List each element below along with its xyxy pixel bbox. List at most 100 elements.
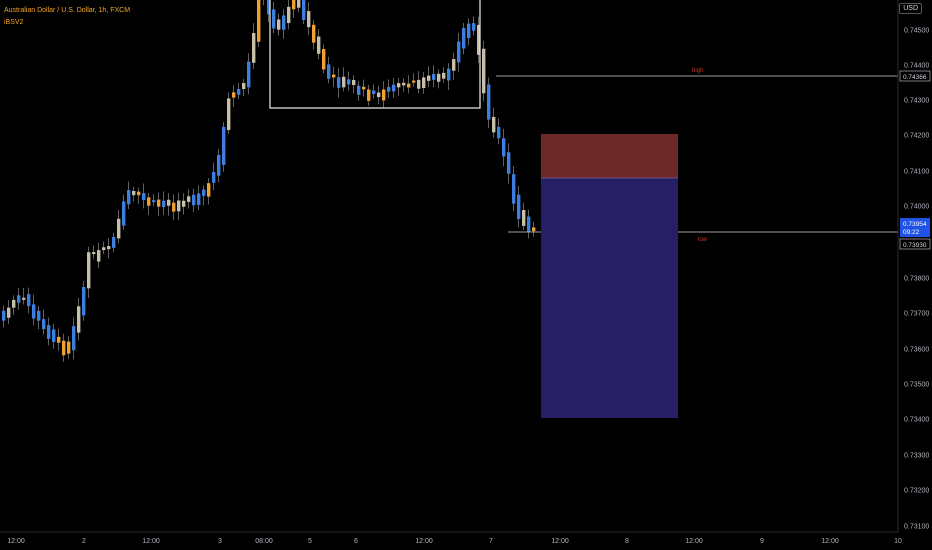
price-tick-label: 0.73200 <box>904 488 929 495</box>
candle-body <box>207 183 211 197</box>
time-tick-label: 12:00 <box>7 538 25 545</box>
candle-body <box>287 6 291 24</box>
candle-body <box>97 250 101 262</box>
current-price-tag: 0.73954 09:22 <box>900 218 930 237</box>
candle-body <box>492 116 496 133</box>
time-tick-label: 3 <box>218 538 222 545</box>
price-tick-label: 0.74400 <box>904 63 929 70</box>
candle-body <box>197 193 201 205</box>
price-axis[interactable]: 0.74500 0.74400 0.74300 0.74200 0.74100 0.740… <box>904 28 929 531</box>
time-axis[interactable]: 12:00 2 12:00 3 08:00 5 6 12:00 7 12:00 8 12:00 9 12:… <box>7 538 902 545</box>
candle-body <box>202 189 206 196</box>
candle-body <box>432 74 436 80</box>
candle-body <box>157 199 161 207</box>
candle-body <box>452 59 456 71</box>
price-tick-label: 0.74200 <box>904 133 929 140</box>
time-tick-label: 12:00 <box>821 538 839 545</box>
low-price-tag-text: 0.73930 <box>903 242 927 249</box>
candle-body <box>217 155 221 176</box>
candle-body <box>322 49 326 70</box>
candle-body <box>417 79 421 89</box>
candle-body <box>87 252 91 289</box>
candle-body <box>167 199 171 206</box>
low-annotation: low <box>698 237 708 243</box>
candle-body <box>117 218 121 239</box>
candle-body <box>187 196 191 202</box>
candle-body <box>132 190 136 196</box>
candle-body <box>267 0 271 15</box>
candle-body <box>397 83 401 88</box>
candle-body <box>17 295 21 303</box>
candle-body <box>447 68 451 81</box>
price-tick-label: 0.73400 <box>904 417 929 424</box>
consolidation-box[interactable] <box>269 0 481 109</box>
candle-body <box>297 0 301 8</box>
price-tick-label: 0.73100 <box>904 524 929 531</box>
time-tick-label: 8 <box>625 538 629 545</box>
candle-body <box>437 73 441 82</box>
countdown-text: 09:22 <box>903 229 920 236</box>
candle-body <box>527 216 531 232</box>
candle-body <box>67 341 71 354</box>
candle-body <box>487 84 491 120</box>
candle-body <box>182 200 186 207</box>
candle-body <box>127 190 131 205</box>
candle-body <box>382 89 386 101</box>
high-price-tag: 0.74366 <box>899 70 931 82</box>
candle-body <box>497 126 501 139</box>
candle-body <box>292 0 296 10</box>
candle-body <box>102 247 106 251</box>
candle-body <box>422 77 426 89</box>
candle-body <box>227 98 231 131</box>
candle-body <box>462 28 466 49</box>
candle-body <box>107 246 111 250</box>
candle-body <box>342 76 346 88</box>
candle-body <box>2 310 6 321</box>
candle-body <box>362 86 366 90</box>
candles-layer <box>2 0 536 362</box>
price-tick-label: 0.73700 <box>904 311 929 318</box>
candle-body <box>312 24 316 43</box>
candle-body <box>387 87 391 92</box>
candle-body <box>517 194 521 219</box>
price-tick-label: 0.74500 <box>904 28 929 35</box>
currency-button[interactable]: USD <box>899 3 922 14</box>
candle-body <box>407 83 411 88</box>
candle-body <box>307 11 311 28</box>
candle-body <box>317 36 321 54</box>
candle-body <box>212 172 216 183</box>
candle-body <box>402 82 406 86</box>
candle-body <box>177 200 181 212</box>
candle-body <box>427 75 431 81</box>
indicator-label[interactable]: iBSV2 <box>4 19 24 26</box>
candle-body <box>172 202 176 212</box>
candle-body <box>512 174 516 204</box>
take-profit-zone[interactable] <box>541 178 678 418</box>
candle-body <box>372 90 376 94</box>
candle-body <box>412 80 416 83</box>
candle-body <box>137 191 141 196</box>
high-price-tag-text: 0.74366 <box>903 74 927 81</box>
candle-body <box>237 89 241 95</box>
stop-loss-zone[interactable] <box>541 134 678 178</box>
candle-body <box>147 197 151 206</box>
candle-body <box>272 9 276 29</box>
candle-body <box>47 325 51 339</box>
time-tick-label: 12:00 <box>685 538 703 545</box>
candle-body <box>72 326 76 351</box>
price-tick-label: 0.73600 <box>904 347 929 354</box>
price-tick-label: 0.73300 <box>904 453 929 460</box>
price-tick-label: 0.74300 <box>904 98 929 105</box>
candle-body <box>352 80 356 85</box>
symbol-title[interactable]: Australian Dollar / U.S. Dollar, 1h, FXC… <box>4 7 131 14</box>
candle-body <box>507 152 511 174</box>
candle-body <box>92 252 96 255</box>
candle-body <box>252 32 256 63</box>
candle-body <box>392 84 396 92</box>
candle-body <box>247 61 251 88</box>
candle-body <box>222 126 226 166</box>
candle-body <box>302 0 306 21</box>
candle-body <box>327 64 331 79</box>
candle-body <box>257 0 261 42</box>
